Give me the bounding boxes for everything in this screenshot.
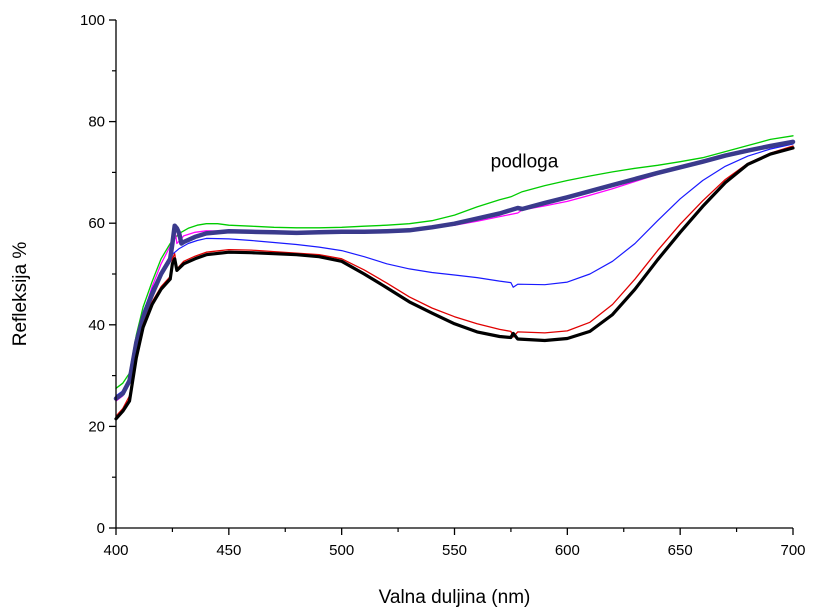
y-tick-label: 60 bbox=[88, 215, 105, 232]
y-axis-ticks: 0 20 40 60 80 100 bbox=[80, 12, 116, 537]
series-line-4 bbox=[113, 139, 796, 401]
y-tick-label: 20 bbox=[88, 418, 105, 435]
plot-area: 400 450 500 550 600 650 700 0 20 40 60 80 100 bbox=[80, 12, 806, 559]
series-line-3 bbox=[115, 143, 794, 397]
y-tick-label: 40 bbox=[88, 317, 105, 334]
annotations: podloga bbox=[491, 151, 559, 172]
x-tick-label: 450 bbox=[216, 542, 241, 559]
y-tick-label: 100 bbox=[80, 12, 105, 29]
x-tick-label: 550 bbox=[442, 542, 467, 559]
y-tick-label: 80 bbox=[88, 114, 105, 131]
x-axis-title: Valna duljina (nm) bbox=[379, 587, 531, 608]
series-line-2 bbox=[115, 141, 794, 402]
annotation-label: podloga bbox=[491, 151, 559, 172]
x-axis-ticks: 400 450 500 550 600 650 700 bbox=[103, 528, 806, 559]
y-tick-label: 0 bbox=[97, 520, 105, 537]
x-tick-label: 650 bbox=[668, 542, 693, 559]
series-layer bbox=[113, 135, 796, 421]
x-tick-label: 700 bbox=[780, 542, 805, 559]
series-line-6 bbox=[114, 146, 795, 421]
x-tick-label: 400 bbox=[103, 542, 128, 559]
series-line-1 bbox=[115, 135, 794, 389]
x-tick-label: 600 bbox=[555, 542, 580, 559]
y-axis-title: Refleksija % bbox=[10, 242, 31, 347]
x-tick-label: 500 bbox=[329, 542, 354, 559]
series-line-5 bbox=[115, 145, 794, 417]
